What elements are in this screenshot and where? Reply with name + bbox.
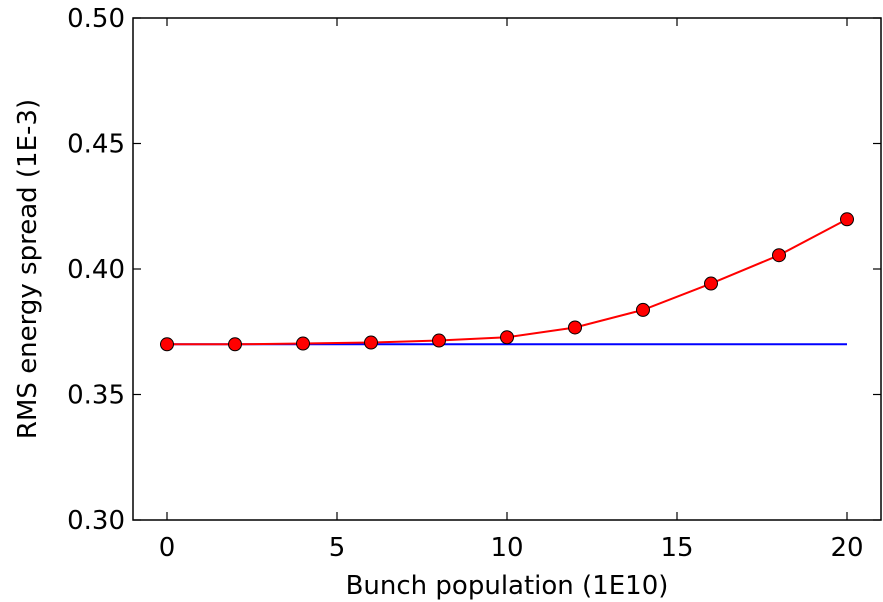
x-tick-label: 0 [159,533,176,563]
series-point [772,248,786,263]
y-tick-label: 0.45 [67,130,125,160]
x-tick-label: 5 [329,533,346,563]
ticks-layer: 0 5 10 15 20 0.30 0.35 0.40 0.45 0.50 [67,4,881,563]
series-point [296,336,310,351]
y-axis-label: RMS energy spread (1E-3) [13,99,43,439]
series-point [228,337,242,352]
series-point [840,212,854,227]
x-tick-label: 15 [660,533,693,563]
y-tick-label: 0.35 [67,381,125,411]
series-point [704,276,718,291]
series-point [568,320,582,335]
series-point [160,337,174,352]
series-point [636,302,650,317]
x-axis-label: Bunch population (1E10) [346,571,669,601]
series-point [500,330,514,345]
series-layer [160,212,854,352]
x-tick-label: 10 [490,533,523,563]
series-point [432,333,446,348]
x-tick-label: 20 [830,533,863,563]
y-tick-label: 0.30 [67,506,125,536]
series-point [364,335,378,350]
y-tick-label: 0.50 [67,4,125,34]
y-tick-label: 0.40 [67,255,125,285]
